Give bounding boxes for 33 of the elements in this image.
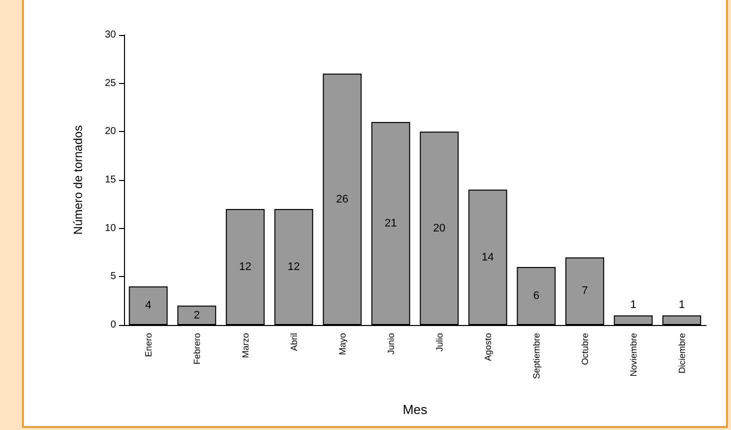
data-label: 2	[194, 309, 200, 322]
y-tick-label: 0	[110, 320, 116, 330]
data-label: 7	[582, 285, 588, 298]
data-label: 12	[239, 261, 252, 273]
y-tick-label: 20	[104, 126, 116, 138]
x-tick-label: Abril	[288, 333, 299, 352]
x-tick-label: Junio	[386, 333, 396, 355]
y-tick-label: 5	[110, 271, 116, 282]
data-label: 6	[533, 290, 540, 302]
x-tick-label: Diciembre	[676, 333, 687, 374]
x-tick-label: Julio	[434, 333, 444, 352]
x-tick-label: Agosto	[482, 333, 493, 362]
data-label: 21	[384, 218, 397, 230]
data-label: 4	[145, 300, 152, 312]
x-tick-label: Mayo	[337, 333, 348, 356]
x-tick-label: Noviembre	[628, 333, 638, 377]
x-tick-label: Marzo	[240, 333, 250, 358]
data-label: 26	[336, 193, 348, 206]
y-tick-label: 10	[104, 222, 116, 234]
data-label: 20	[433, 222, 446, 234]
y-tick-label: 25	[104, 78, 116, 89]
y-tick-label: 15	[104, 174, 116, 186]
data-label: 12	[288, 261, 300, 273]
data-label: 14	[482, 251, 494, 264]
x-tick-label: Enero	[143, 333, 154, 358]
data-label: 1	[630, 298, 636, 311]
data-label: 1	[678, 298, 685, 311]
x-tick-label: Octubre	[580, 333, 590, 366]
x-tick-label: Febrero	[192, 333, 202, 365]
x-axis-title: Mes	[402, 402, 428, 417]
y-axis-title: Número de tornados	[71, 125, 85, 235]
y-tick-label: 30	[104, 30, 116, 40]
x-tick-label: Septiembre	[531, 333, 542, 380]
